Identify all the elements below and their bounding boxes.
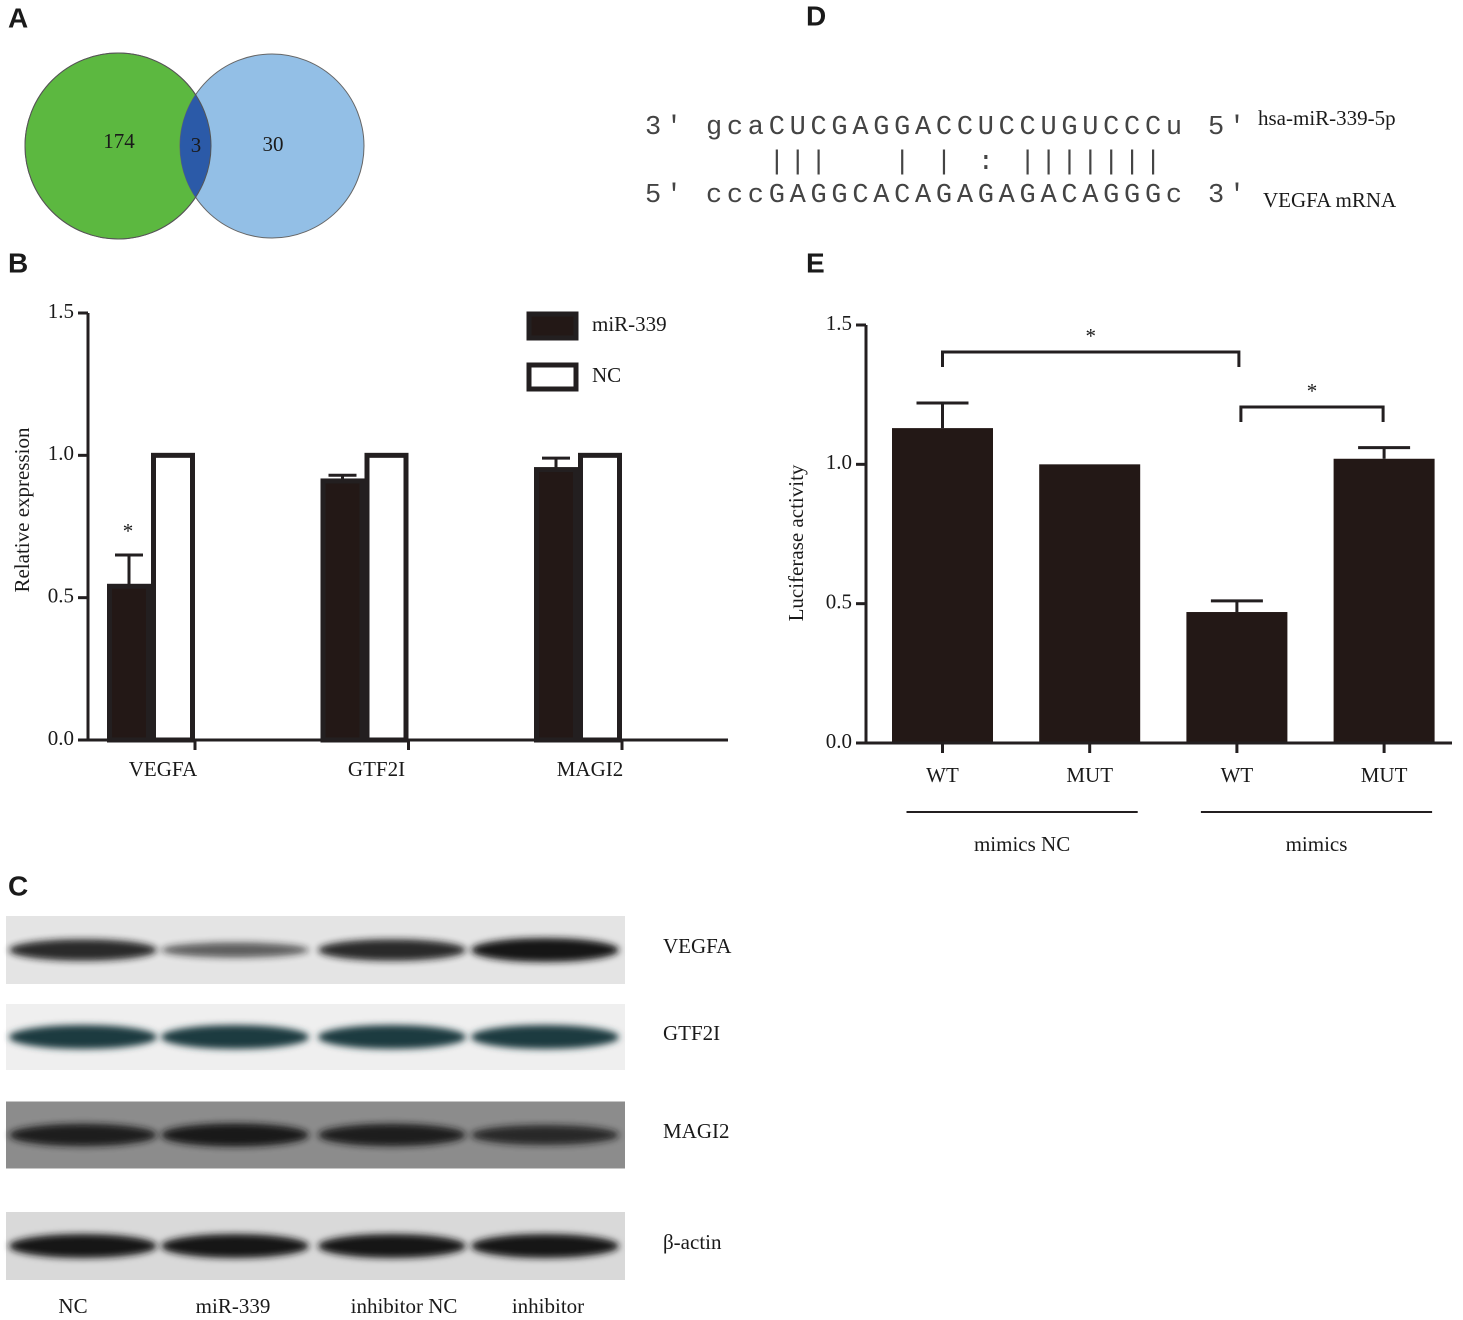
significance-bracket [941, 350, 1241, 367]
group-label: mimics NC [974, 832, 1070, 856]
blot-band [318, 1123, 466, 1147]
bar [364, 452, 409, 743]
panel-label: E [806, 247, 825, 278]
lane-label: miR-339 [196, 1294, 271, 1318]
panel-label: B [8, 247, 28, 278]
blot-band [161, 942, 309, 958]
x-tick-label: MAGI2 [557, 757, 624, 781]
blot-band [9, 1123, 157, 1147]
lane-label: NC [58, 1294, 87, 1318]
annotation: * [1307, 379, 1318, 403]
group-label: mimics [1286, 832, 1348, 856]
strand-end: 3' [1208, 181, 1250, 211]
strand-name: hsa-miR-339-5p [1258, 106, 1396, 130]
venn-count: 3 [191, 133, 202, 157]
panel-label: C [8, 870, 28, 901]
strand-end: 5' [645, 181, 687, 211]
protein-label: MAGI2 [663, 1119, 730, 1143]
y-tick-label: 0.5 [48, 583, 74, 607]
protein-label: β-actin [663, 1230, 722, 1254]
x-tick-label: MUT [1361, 763, 1408, 787]
x-tick-label: MUT [1066, 763, 1113, 787]
x-tick-label: GTF2I [348, 757, 405, 781]
blot-band [471, 1125, 619, 1145]
blot-band [9, 939, 157, 961]
blot-band [318, 1025, 466, 1049]
y-tick-label: 0.0 [826, 729, 852, 753]
panel-label: D [806, 0, 826, 31]
blot-band [318, 1234, 466, 1258]
venn-count: 174 [103, 129, 135, 153]
strand-end: 5' [1208, 113, 1250, 143]
y-tick-label: 1.5 [48, 299, 74, 323]
legend-swatch [526, 311, 579, 341]
y-tick-label: 0.5 [826, 589, 852, 613]
x-tick-label: WT [1221, 763, 1254, 787]
protein-label: GTF2I [663, 1021, 720, 1045]
panel-label: A [8, 2, 28, 33]
legend-label: miR-339 [592, 312, 667, 336]
blot-band [9, 1234, 157, 1258]
bar [1333, 458, 1435, 743]
annotation: * [1085, 324, 1096, 348]
error-bar [1210, 599, 1263, 613]
bar [151, 452, 195, 743]
bar [320, 478, 365, 743]
protein-label: VEGFA [663, 934, 732, 958]
y-tick-label: 0.0 [48, 726, 74, 750]
x-tick-label: VEGFA [129, 757, 198, 781]
sequence: gcaCUCGAGGACCUCCUGUCCCu [706, 113, 1187, 143]
significance-bracket [1239, 405, 1385, 422]
bar [1039, 464, 1141, 743]
y-tick-label: 1.0 [826, 450, 852, 474]
bar [578, 452, 622, 743]
error-bar [115, 553, 143, 587]
y-axis-label: Relative expression [10, 427, 34, 593]
bar [892, 428, 993, 743]
lane-label: inhibitor [512, 1294, 584, 1318]
error-bar [916, 401, 969, 429]
blot-band [161, 1123, 309, 1147]
error-bar [1358, 446, 1411, 459]
y-axis-label: Luciferase activity [784, 464, 808, 621]
venn-count: 30 [263, 132, 284, 156]
lane-label: inhibitor NC [351, 1294, 458, 1318]
bar [107, 583, 151, 743]
blot-band [318, 939, 466, 961]
bar [534, 467, 578, 743]
legend-label: NC [592, 363, 621, 387]
y-tick-label: 1.5 [826, 311, 852, 335]
axes [86, 313, 728, 742]
blot-band [161, 1025, 309, 1049]
bar [1186, 612, 1288, 743]
blot-band [471, 938, 619, 962]
sequence: cccGAGGCACAGAGAGACAGGGc [706, 181, 1187, 211]
venn-left-outline [24, 52, 212, 240]
y-tick-label: 1.0 [48, 441, 74, 465]
x-tick-label: WT [926, 763, 959, 787]
strand-name: VEGFA mRNA [1263, 188, 1397, 212]
legend-swatch [526, 362, 579, 392]
base-pairing: ||| | | : ||||||| [706, 148, 1166, 178]
blot-band [471, 1025, 619, 1049]
annotation: * [123, 519, 134, 543]
blot-band [161, 1234, 309, 1258]
blot-band [9, 1025, 157, 1049]
blot-band [471, 1234, 619, 1258]
strand-end: 3' [645, 113, 687, 143]
error-bar [542, 456, 570, 470]
error-bar [328, 473, 357, 481]
axes [864, 325, 1452, 745]
